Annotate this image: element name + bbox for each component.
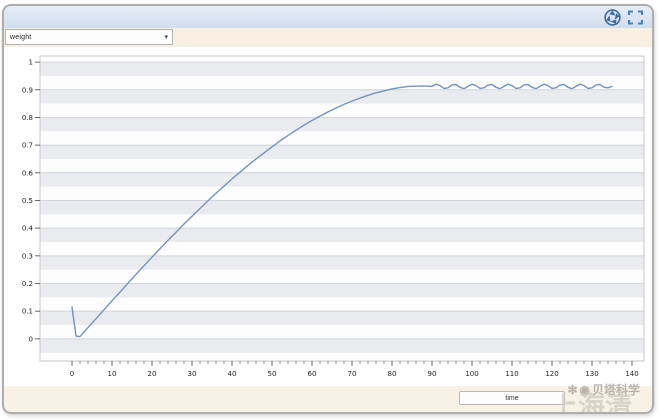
y-tick-label: 0.9 [22,86,33,94]
x-axis-title: time [505,394,519,402]
app-window: weight ▾ 0 0.1 0.2 0.3 0.4 0.5 0.6 0.7 0.8 0.9 1 0 1… [2,4,654,414]
stripe-band [40,89,644,104]
titlebar-icons [603,8,645,27]
y-tick-label: 0.8 [22,114,33,122]
series-select[interactable]: weight ▾ [5,29,173,45]
stripe-band [40,311,644,326]
x-tick-label: 20 [148,370,157,378]
x-axis-title-box: time [459,391,565,405]
y-tick-label: 0.3 [22,252,33,260]
titlebar [4,6,652,28]
y-tick-label: 0.1 [22,308,33,316]
y-tick-label: 0.5 [22,197,33,205]
x-tick-label: 10 [108,370,117,378]
x-tick-label: 80 [388,370,397,378]
x-tick-label: 70 [348,370,357,378]
x-tick-label: 110 [505,370,518,378]
y-tick-label: 1 [29,59,33,67]
stripe-band [40,338,644,353]
bottom-bar: time [4,386,652,412]
x-tick-label: 30 [188,370,197,378]
y-tick-label: 0.6 [22,169,34,177]
series-line [71,83,613,338]
stripe-band [40,228,644,242]
chart-canvas: 00.10.20.30.40.50.60.70.80.910 10 20 30 40 50… [22,55,645,378]
x-tick-label: 60 [308,370,317,378]
y-tick-label: 0.7 [22,142,33,150]
x-tick-label: 130 [585,370,598,378]
plot-border [39,55,645,362]
y-tick-label: 0.4 [22,225,34,233]
x-tick-label: 40 [228,370,237,378]
stripe-band [40,200,644,215]
stripe-band [40,283,644,298]
aperture-icon[interactable] [603,8,622,27]
stripe-band [40,62,644,76]
stripe-band [40,145,644,159]
stripe-band [40,172,644,187]
x-tick-label: 140 [625,370,638,378]
toolbar: weight ▾ [4,28,652,47]
x-tick-label: 100 [465,370,478,378]
y-tick-label: 0.2 [22,280,33,288]
stripe-band [40,117,644,132]
fullscreen-icon[interactable] [626,8,645,27]
x-tick-label: 50 [268,370,277,378]
x-tick-label: 120 [545,370,558,378]
x-tick-label: 90 [428,370,437,378]
chevron-down-icon: ▾ [164,33,168,41]
series-select-value: weight [10,33,32,41]
stripe-band [40,255,644,270]
x-tick-label: 0 [70,370,74,378]
chart-area: 0 0.1 0.2 0.3 0.4 0.5 0.6 0.7 0.8 0.9 1 0 10 20 30 40 50… [12,48,650,386]
y-tick-label: 0 [29,335,33,343]
